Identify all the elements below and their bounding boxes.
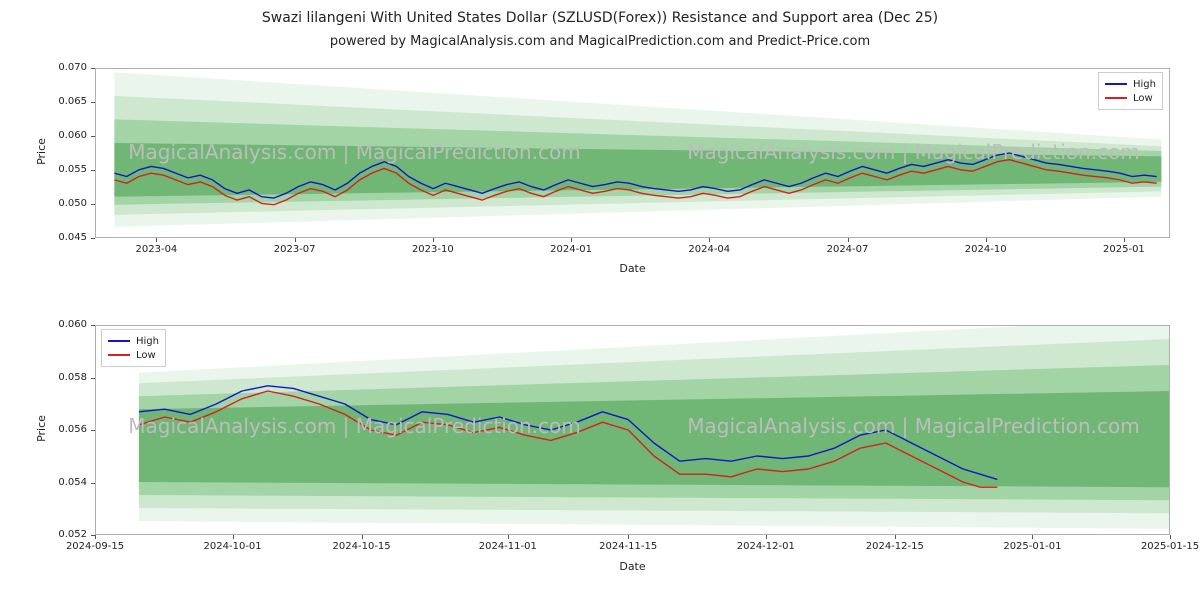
plot-svg-top xyxy=(96,69,1169,237)
xtick-label: 2025-01 xyxy=(1084,244,1164,255)
xtick-label: 2024-12-01 xyxy=(726,541,806,552)
legend-item: Low xyxy=(108,348,159,362)
legend-swatch xyxy=(1105,83,1127,85)
legend-label: High xyxy=(136,336,159,347)
ytick-label: 0.058 xyxy=(58,372,87,383)
ytick-label: 0.054 xyxy=(58,477,87,488)
xtick-mark xyxy=(895,535,896,539)
chart-subtitle: powered by MagicalAnalysis.com and Magic… xyxy=(0,34,1200,49)
ytick-label: 0.045 xyxy=(58,232,87,243)
legend-label: High xyxy=(1133,79,1156,90)
xtick-label: 2024-07 xyxy=(808,244,888,255)
xlabel-top: Date xyxy=(95,262,1170,275)
xtick-mark xyxy=(156,238,157,242)
chart-title: Swazi lilangeni With United States Dolla… xyxy=(0,10,1200,26)
xtick-mark xyxy=(709,238,710,242)
xtick-mark xyxy=(433,238,434,242)
xtick-label: 2024-10-15 xyxy=(322,541,402,552)
xtick-mark xyxy=(848,238,849,242)
legend-bottom: High Low xyxy=(101,329,166,367)
xtick-mark xyxy=(95,535,96,539)
xtick-label: 2024-11-01 xyxy=(468,541,548,552)
xtick-mark xyxy=(986,238,987,242)
xlabel-bottom: Date xyxy=(95,560,1170,573)
legend-label: Low xyxy=(136,350,156,361)
legend-item: High xyxy=(1105,77,1156,91)
ytick-label: 0.065 xyxy=(58,96,87,107)
xtick-mark xyxy=(508,535,509,539)
xtick-mark xyxy=(1032,535,1033,539)
xtick-label: 2024-12-15 xyxy=(855,541,935,552)
xtick-label: 2023-10 xyxy=(393,244,473,255)
plot-svg-bottom xyxy=(96,326,1169,534)
ytick-label: 0.056 xyxy=(58,424,87,435)
ytick-label: 0.050 xyxy=(58,198,87,209)
xtick-label: 2023-04 xyxy=(116,244,196,255)
legend-item: Low xyxy=(1105,91,1156,105)
xtick-mark xyxy=(571,238,572,242)
xtick-mark xyxy=(628,535,629,539)
ytick-label: 0.060 xyxy=(58,130,87,141)
xtick-mark xyxy=(233,535,234,539)
xtick-label: 2024-04 xyxy=(669,244,749,255)
panel-bottom: MagicalAnalysis.com | MagicalPrediction.… xyxy=(95,325,1170,535)
ytick-mark xyxy=(91,238,95,239)
panel-top: MagicalAnalysis.com | MagicalPrediction.… xyxy=(95,68,1170,238)
ytick-label: 0.055 xyxy=(58,164,87,175)
legend-swatch xyxy=(1105,97,1127,99)
xtick-label: 2024-01 xyxy=(531,244,611,255)
legend-item: High xyxy=(108,334,159,348)
xtick-label: 2023-07 xyxy=(255,244,335,255)
xtick-mark xyxy=(1124,238,1125,242)
ytick-label: 0.052 xyxy=(58,529,87,540)
xtick-mark xyxy=(766,535,767,539)
xtick-mark xyxy=(362,535,363,539)
ytick-label: 0.060 xyxy=(58,319,87,330)
ylabel-top: Price xyxy=(35,138,48,165)
legend-label: Low xyxy=(1133,93,1153,104)
xtick-mark xyxy=(295,238,296,242)
ylabel-bottom: Price xyxy=(35,415,48,442)
xtick-label: 2025-01-15 xyxy=(1130,541,1200,552)
xtick-mark xyxy=(1170,535,1171,539)
xtick-label: 2025-01-01 xyxy=(992,541,1072,552)
xtick-label: 2024-09-15 xyxy=(55,541,135,552)
legend-swatch xyxy=(108,340,130,342)
legend-swatch xyxy=(108,354,130,356)
figure: Swazi lilangeni With United States Dolla… xyxy=(0,0,1200,600)
xtick-label: 2024-10-01 xyxy=(193,541,273,552)
xtick-label: 2024-10 xyxy=(946,244,1026,255)
ytick-label: 0.070 xyxy=(58,62,87,73)
xtick-label: 2024-11-15 xyxy=(588,541,668,552)
legend-top: High Low xyxy=(1098,72,1163,110)
